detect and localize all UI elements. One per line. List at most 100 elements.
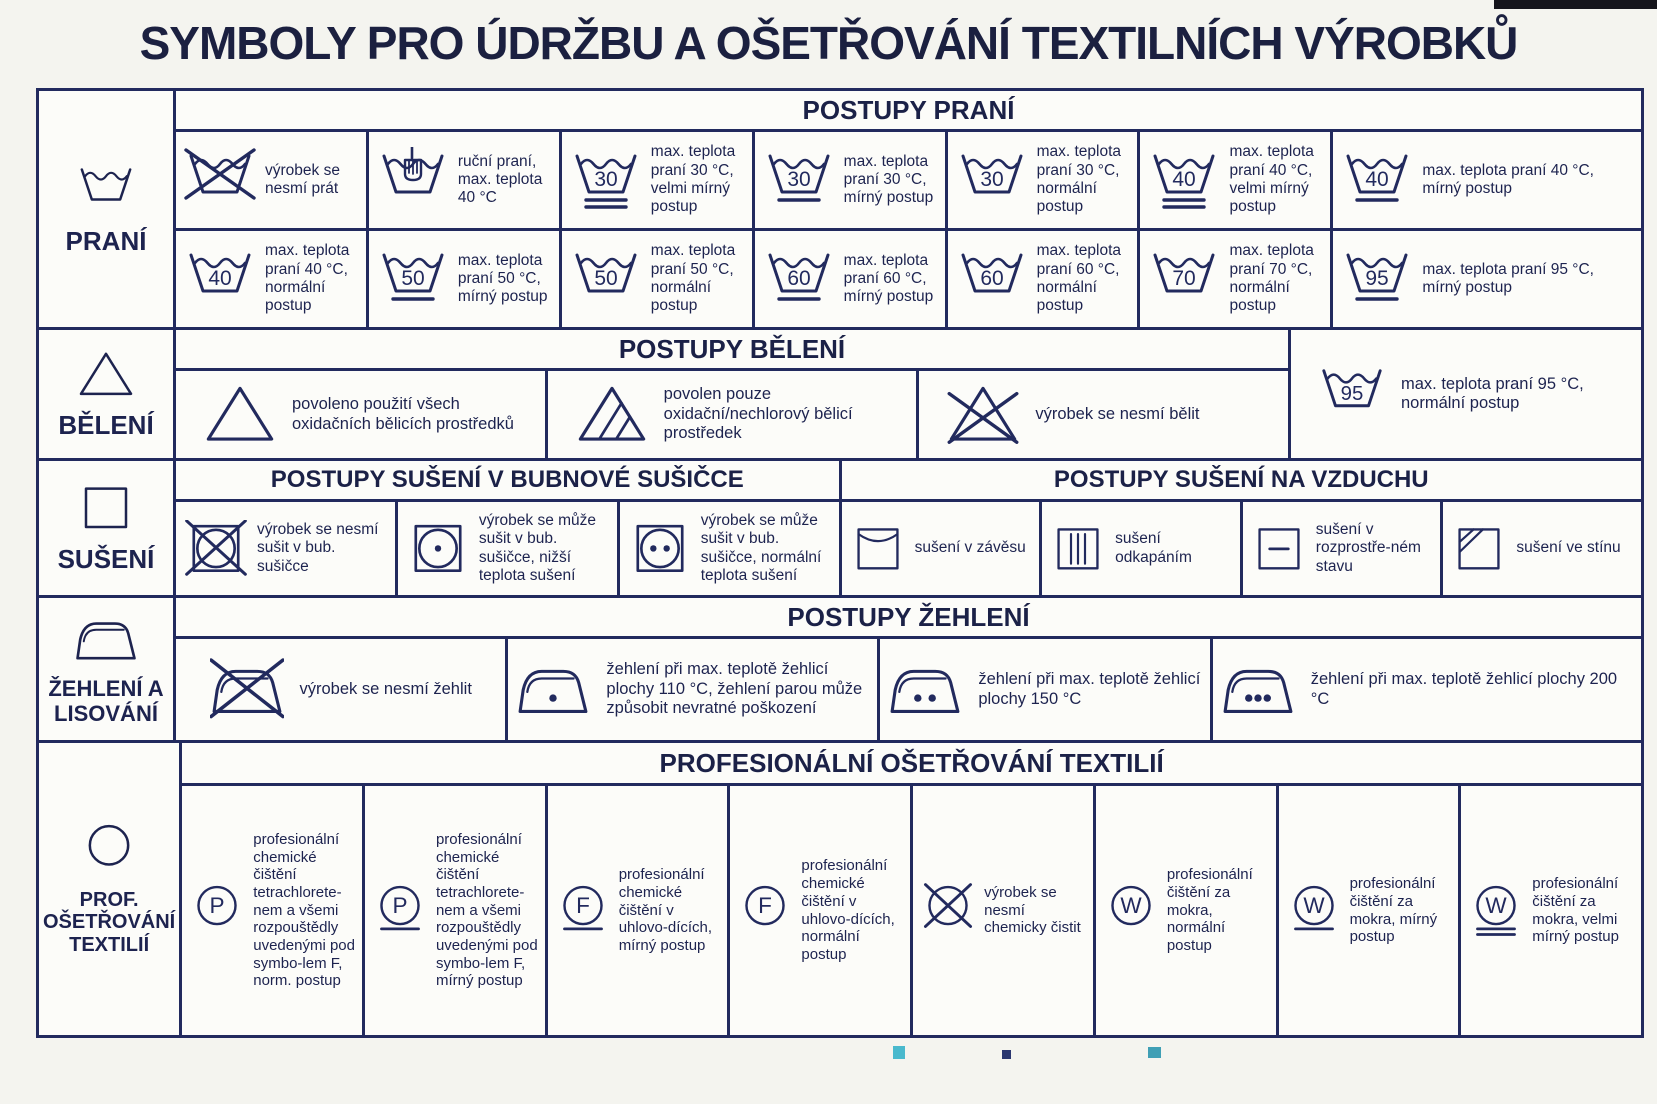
cell-text: max. teplota praní 95 °C, mírný postup: [1422, 260, 1594, 296]
cell-do-not-bleach: výrobek se nesmí bělit: [919, 371, 1288, 458]
iron-150-icon: [888, 658, 962, 722]
symbol-grid: výrobek se nesmí žehlit žehlení při max. …: [176, 639, 1641, 740]
cell-tumble-dry-normal: výrobek se může sušit v bub. sušičce, no…: [619, 502, 839, 595]
cell-text: max. teplota praní 30 °C, velmi mírný po…: [650, 143, 736, 216]
wash-40-mild-icon: 40: [1341, 147, 1413, 213]
section-suseni: SUŠENÍ POSTUPY SUŠENÍ V BUBNOVÉ SUŠIČCE vý…: [39, 461, 1641, 595]
drying-part-drum: POSTUPY SUŠENÍ V BUBNOVÉ SUŠIČCE výrobek …: [176, 461, 839, 595]
wash-40-very-mild-icon: 40: [1148, 147, 1220, 213]
do-not-dry-clean-icon: [919, 883, 977, 938]
washtub-icon: [76, 162, 136, 217]
section-header-beleni: POSTUPY BĚLENÍ: [176, 330, 1288, 368]
section-content: POSTUPY ŽEHLENÍ výrobek se nesmí žehlit že…: [176, 598, 1641, 740]
row-label-text: PROF. OŠETŘOVÁNÍ TEXTILIÍ: [43, 888, 176, 956]
svg-text:W: W: [1120, 893, 1142, 918]
cell-text: žehlení při max. teplotě žehlicí plochy …: [1310, 670, 1618, 708]
svg-text:60: 60: [787, 267, 810, 290]
svg-text:95: 95: [1366, 267, 1389, 290]
drying-square-icon: [76, 482, 136, 535]
section-header-zehleni: POSTUPY ŽEHLENÍ: [176, 598, 1641, 636]
svg-text:50: 50: [594, 267, 617, 290]
cell-text: výrobek se nesmí bělit: [1035, 404, 1200, 423]
row-label-text: PRANÍ: [65, 225, 147, 256]
cell-wash-40-very-mild: 40 max. teplota praní 40 °C, velmi mírný …: [1140, 132, 1331, 228]
bleach-triangle-icon: [76, 348, 136, 401]
row-label-suseni: SUŠENÍ: [39, 461, 173, 595]
wash-40-normal-icon: 40: [184, 246, 256, 312]
dry-flat-icon: [1251, 524, 1307, 574]
do-not-tumble-dry-icon: [184, 520, 248, 577]
cell-text: profesionální chemické čištění v uhlovo-…: [801, 857, 895, 963]
iron-110-icon: [516, 658, 590, 722]
hand-wash-icon: [377, 147, 449, 213]
cell-text: profesionální čištění za mokra, mírný po…: [1349, 875, 1438, 946]
dry-clean-F-icon: F: [736, 883, 794, 938]
drying-part-air: POSTUPY SUŠENÍ NA VZDUCHU sušení v závěsu…: [841, 461, 1641, 595]
cell-text: žehlení při max. teplotě žehlicí plochy …: [978, 670, 1201, 708]
cell-text: profesionální chemické čištění tetrachlo…: [253, 830, 355, 990]
cell-text: profesionální čištění za mokra, normální…: [1166, 866, 1253, 955]
cell-wash-50-normal: 50 max. teplota praní 50 °C, normální pos…: [561, 231, 752, 327]
cell-text: sušení v závěsu: [914, 539, 1026, 557]
tumble-dry-normal-icon: [628, 520, 692, 577]
cell-text: max. teplota praní 30 °C, mírný postup: [843, 152, 934, 207]
section-content: POSTUPY BĚLENÍ povoleno použití všech oxi…: [176, 330, 1641, 458]
section-header-prof: PROFESIONÁLNÍ OŠETŘOVÁNÍ TEXTILIÍ: [182, 743, 1641, 783]
wet-clean-W-icon: W: [1102, 883, 1160, 938]
cell-do-not-wash: výrobek se nesmí prát: [176, 132, 366, 228]
wet-clean-W-very-mild-icon: W: [1467, 883, 1525, 938]
cell-do-not-dry-clean: výrobek se nesmí chemicky čistit: [913, 786, 1093, 1035]
row-label-text: BĚLENÍ: [58, 410, 154, 441]
cell-text: profesionální čištění za mokra, velmi mí…: [1532, 875, 1619, 946]
section-header-prani: POSTUPY PRANÍ: [176, 91, 1641, 129]
dry-clean-P-icon: P: [188, 883, 246, 938]
wash-30-very-mild-icon: 30: [570, 147, 642, 213]
wash-30-mild-icon: 30: [763, 147, 835, 213]
cell-text: max. teplota praní 40 °C, mírný postup: [1422, 161, 1594, 197]
cell-wash-70-normal: 70 max. teplota praní 70 °C, normální pos…: [1140, 231, 1331, 327]
line-dry-icon: [850, 524, 906, 574]
svg-text:30: 30: [594, 168, 617, 191]
svg-text:40: 40: [1366, 168, 1389, 191]
svg-text:W: W: [1303, 893, 1325, 918]
cell-wash-40-mild: 40 max. teplota praní 40 °C, mírný postup: [1333, 132, 1641, 228]
cell-bleach-allowed: povoleno použití všech oxidačních bělicí…: [176, 371, 545, 458]
cell-text: výrobek se nesmí žehlit: [299, 679, 472, 698]
cell-wash-95-normal: 95 max. teplota praní 95 °C, normální pos…: [1291, 330, 1641, 458]
row-label-beleni: BĚLENÍ: [39, 330, 173, 458]
cell-dry-in-shade: sušení ve stínu: [1443, 502, 1641, 595]
drip-dry-icon: [1050, 524, 1106, 574]
wet-clean-W-mild-icon: W: [1285, 883, 1343, 938]
cell-text: max. teplota praní 95 °C, normální postu…: [1401, 374, 1584, 412]
scan-artifact: [893, 1046, 905, 1059]
page-title: SYMBOLY PRO ÚDRŽBU A OŠETŘOVÁNÍ TEXTILNÍ…: [139, 17, 1519, 69]
cell-text: výrobek se nesmí sušit v bub. sušičce: [257, 521, 379, 575]
scan-artifact: [1494, 0, 1657, 9]
symbol-grid: 40 max. teplota praní 40 °C, normální pos…: [176, 231, 1641, 327]
circle-icon: [79, 822, 139, 879]
row-label-text: ŽEHLENÍ A LISOVÁNÍ: [48, 675, 164, 726]
dry-clean-P-mild-icon: P: [371, 883, 429, 938]
cell-hand-wash: ruční praní, max. teplota 40 °C: [368, 132, 559, 228]
symbol-grid: povoleno použití všech oxidačních bělicí…: [176, 371, 1288, 458]
cell-text: výrobek se může sušit v bub. sušičce, ni…: [478, 511, 597, 584]
svg-text:40: 40: [1173, 168, 1196, 191]
wash-50-mild-icon: 50: [377, 246, 449, 312]
section-content: POSTUPY PRANÍ výrobek se nesmí prát ruční …: [176, 91, 1641, 327]
cell-bleach-non-chlorine: povolen pouze oxidační/nechlorový bělicí…: [547, 371, 917, 458]
do-not-iron-icon: [209, 657, 284, 722]
symbol-grid: výrobek se nesmí prát ruční praní, max. t…: [176, 132, 1641, 228]
cell-wash-50-mild: 50 max. teplota praní 50 °C, mírný postup: [368, 231, 559, 327]
wash-30-normal-icon: 30: [956, 147, 1028, 213]
svg-text:50: 50: [401, 267, 424, 290]
cell-text: max. teplota praní 40 °C, velmi mírný po…: [1229, 143, 1314, 216]
section-content: POSTUPY SUŠENÍ V BUBNOVÉ SUŠIČCE výrobek …: [176, 461, 1641, 595]
wash-50-normal-icon: 50: [570, 246, 642, 312]
row-label-text: SUŠENÍ: [57, 544, 155, 575]
row-label-prof: PROF. OŠETŘOVÁNÍ TEXTILIÍ: [39, 743, 180, 1035]
